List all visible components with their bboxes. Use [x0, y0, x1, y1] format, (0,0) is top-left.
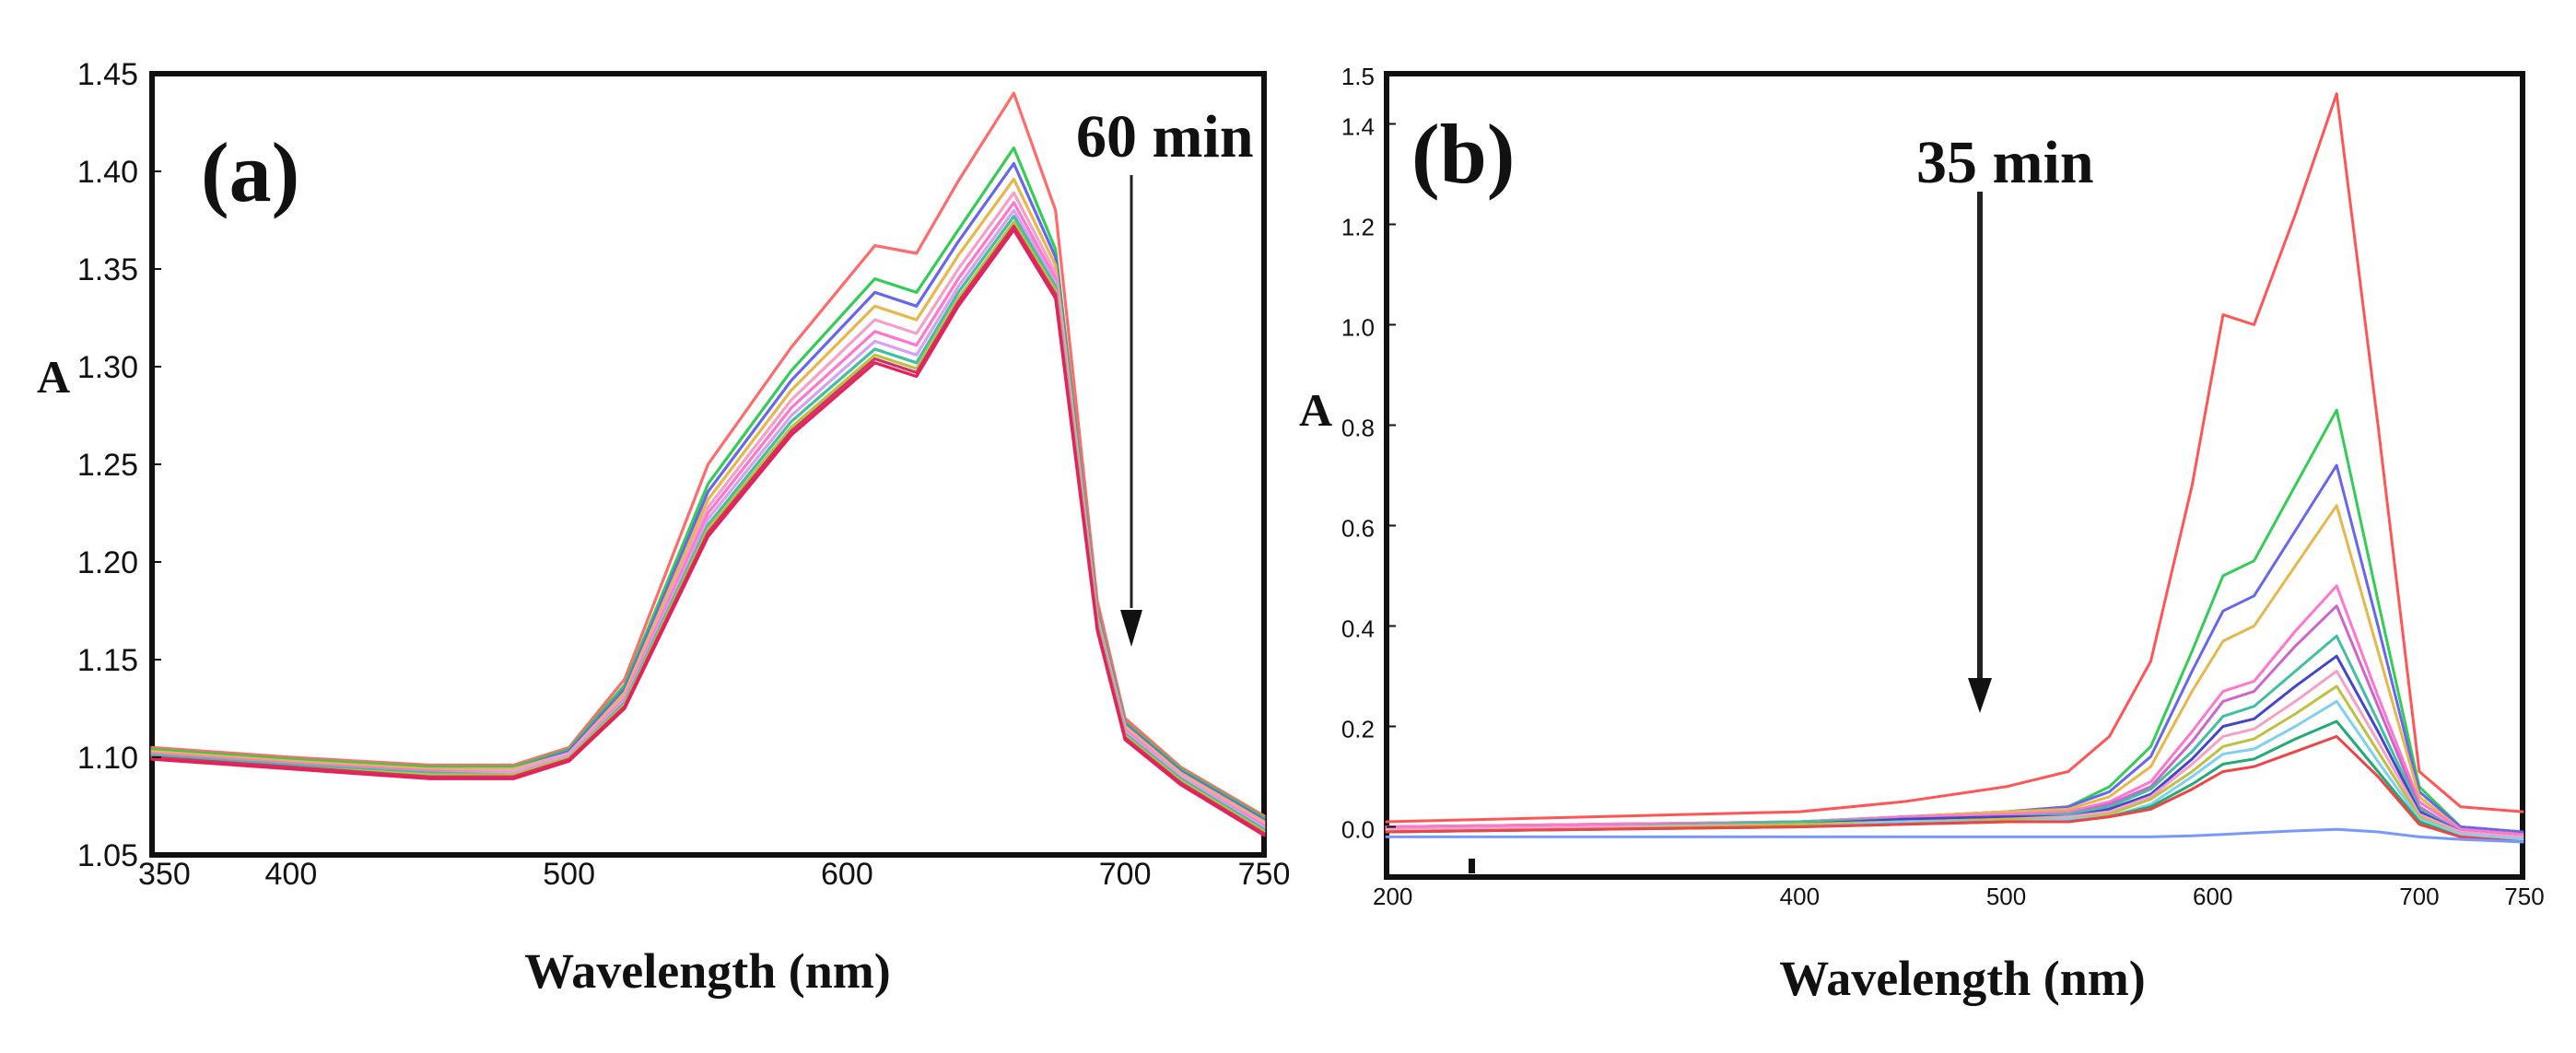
- x-tick-label-b: 400: [1780, 883, 1820, 910]
- x-tick-label-b: 750: [2504, 883, 2544, 910]
- y-tick-label-b: 1.4: [1341, 113, 1375, 141]
- x-tick-label-b: 500: [1986, 883, 2026, 910]
- x-tick-label-a: 600: [821, 857, 873, 892]
- panel-b: 0.0 0.2 0.4 0.6 0.8 1.0 1.2 1.4 1.5 200 400 500 600…: [1299, 63, 2545, 1006]
- y-tick-label-b: 0.0: [1341, 816, 1375, 844]
- y-tick-label-a: 1.25: [77, 448, 138, 483]
- arrow-head-a: [1120, 610, 1142, 647]
- y-tick-label-a: 1.30: [77, 350, 138, 385]
- y-tick-label-b: 1.2: [1341, 214, 1375, 241]
- x-tick-label-a: 400: [265, 857, 318, 892]
- x-tick-label-b: 200: [1373, 883, 1412, 910]
- y-tick-label-b: 0.2: [1341, 716, 1375, 743]
- series-line-b-t13: [1385, 827, 2524, 844]
- y-tick-label-b: 0.8: [1341, 415, 1375, 442]
- x-axis-label-b: Wavelength (nm): [1779, 951, 2146, 1006]
- y-tick-label-b: 0.6: [1341, 515, 1375, 543]
- y-axis-label-a: A: [37, 351, 70, 403]
- y-ticks-b: 0.0 0.2 0.4 0.6 0.8 1.0 1.2 1.4 1.5: [1341, 63, 1396, 844]
- series-line-b-t10: [1385, 699, 2524, 841]
- y-tick-label-a: 1.40: [77, 155, 138, 190]
- x-axis-marker-b: [1469, 859, 1475, 873]
- series-line-b-t12: [1385, 734, 2524, 844]
- y-tick-label-a: 1.05: [77, 838, 138, 873]
- y-tick-label-a: 1.15: [77, 643, 138, 678]
- x-axis-label-a: Wavelength (nm): [524, 943, 891, 999]
- x-tick-label-a: 350: [138, 857, 191, 892]
- panel-a: 1.05 1.10 1.15 1.20 1.25 1.30 1.35 1.40 1.45 350…: [37, 57, 1290, 999]
- x-ticks-b: 200 400 500 600 700 750: [1373, 883, 2545, 910]
- annotation-a: 60 min: [1076, 103, 1254, 170]
- x-tick-label-a: 750: [1238, 857, 1291, 892]
- x-tick-label-b: 600: [2193, 883, 2232, 910]
- series-line-a-t1: [150, 91, 1266, 818]
- series-line-b-t7: [1385, 654, 2524, 838]
- y-tick-label-a: 1.20: [77, 545, 138, 580]
- y-tick-label-a: 1.10: [77, 741, 138, 776]
- series-line-b-t0: [1385, 92, 2524, 824]
- series-group-a: [150, 91, 1266, 837]
- panel-label-a: (a): [201, 125, 299, 219]
- y-tick-label-a: 1.35: [77, 252, 138, 287]
- series-line-b-t4: [1385, 584, 2524, 837]
- plot-frame-b: [1384, 71, 2525, 880]
- y-tick-label-a: 1.45: [77, 57, 138, 92]
- x-tick-label-a: 500: [543, 857, 595, 892]
- series-group-b: [1385, 92, 2524, 844]
- arrow-head-b: [1968, 678, 1992, 713]
- y-tick-label-b: 0.4: [1341, 615, 1375, 643]
- y-tick-label-b: 1.5: [1341, 63, 1375, 90]
- series-line-a-t11: [150, 228, 1266, 837]
- y-tick-label-b: 1.0: [1341, 314, 1375, 342]
- x-tick-label-b: 700: [2399, 883, 2439, 910]
- x-ticks-a: 350 400 500 600 700 750: [138, 857, 1290, 892]
- panel-label-b: (b): [1411, 107, 1515, 201]
- y-ticks-a: 1.05 1.10 1.15 1.20 1.25 1.30 1.35 1.40 1.45: [77, 57, 161, 873]
- annotation-b: 35 min: [1916, 129, 2094, 196]
- y-axis-label-b: A: [1299, 384, 1332, 436]
- x-tick-label-a: 700: [1099, 857, 1152, 892]
